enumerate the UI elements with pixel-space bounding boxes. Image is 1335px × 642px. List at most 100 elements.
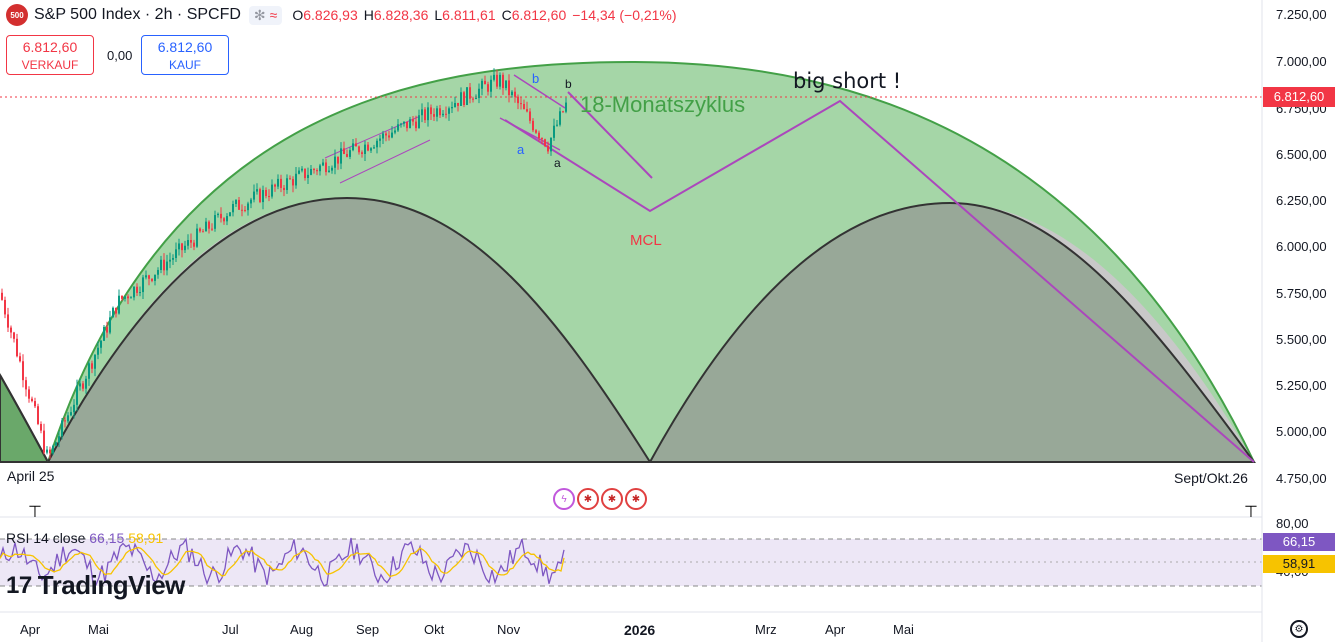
candle-body bbox=[502, 74, 504, 89]
us-flag-icon[interactable]: ✱ bbox=[601, 488, 623, 510]
symbol-title[interactable]: S&P 500 Index · 2h · SPCFD bbox=[34, 6, 241, 23]
y-tick: 5.000,00 bbox=[1276, 424, 1327, 439]
small-cycle-arc-1 bbox=[46, 196, 652, 463]
candle-body bbox=[244, 209, 246, 211]
approx-icon[interactable]: ≈ bbox=[269, 6, 278, 23]
x-tick: Aug bbox=[290, 622, 314, 637]
candle-body bbox=[184, 245, 186, 251]
candle-body bbox=[253, 191, 255, 200]
candle-body bbox=[67, 415, 69, 422]
rsi-value-tag: 66,15 bbox=[1263, 533, 1335, 551]
candle-body bbox=[553, 125, 555, 138]
candle-body bbox=[4, 299, 6, 315]
candle-body bbox=[268, 196, 270, 198]
candle-body bbox=[532, 120, 534, 131]
candle-body bbox=[283, 187, 285, 191]
candle-body bbox=[112, 307, 114, 318]
y-tick: 6.500,00 bbox=[1276, 147, 1327, 162]
rsi-ma-value-tag: 58,91 bbox=[1263, 555, 1335, 573]
mcl-label[interactable]: MCL bbox=[630, 232, 662, 249]
candle-body bbox=[178, 243, 180, 250]
candle-body bbox=[325, 162, 327, 173]
candle-body bbox=[52, 445, 54, 454]
candle-body bbox=[472, 98, 474, 100]
price-axis[interactable]: 7.250,00 7.000,00 6.750,00 6.500,00 6.25… bbox=[1262, 0, 1335, 612]
buy-button[interactable]: 6.812,60 KAUF bbox=[141, 35, 229, 75]
lightning-flag-icon[interactable]: ϟ bbox=[553, 488, 575, 510]
candle-body bbox=[301, 168, 303, 171]
sept-label[interactable]: Sept/Okt.26 bbox=[1174, 470, 1248, 486]
candle-body bbox=[175, 249, 177, 258]
rsi-legend[interactable]: RSI 14 close 66,15 58,91 bbox=[6, 530, 163, 546]
candle-body bbox=[352, 143, 354, 151]
candle-body bbox=[370, 148, 372, 151]
candle-body bbox=[475, 98, 477, 100]
candle-body bbox=[556, 124, 558, 126]
y-tick: 7.000,00 bbox=[1276, 54, 1327, 69]
economic-events[interactable]: ϟ ✱ ✱ ✱ bbox=[553, 488, 649, 510]
candle-body bbox=[214, 215, 216, 229]
candle-body bbox=[550, 137, 552, 152]
candle-body bbox=[433, 114, 435, 117]
y-tick: 5.250,00 bbox=[1276, 378, 1327, 393]
candle-body bbox=[148, 275, 150, 279]
us-flag-icon[interactable]: ✱ bbox=[625, 488, 647, 510]
pane-collapse-icon-right[interactable]: ⊤ bbox=[1244, 504, 1258, 521]
candles bbox=[1, 68, 567, 459]
candle-body bbox=[415, 121, 417, 129]
candle-body bbox=[538, 132, 540, 139]
candle-body bbox=[478, 88, 480, 99]
candle-body bbox=[34, 401, 36, 407]
candle-body bbox=[136, 286, 138, 293]
candle-body bbox=[412, 119, 414, 122]
candle-body bbox=[496, 74, 498, 87]
candle-body bbox=[310, 168, 312, 175]
wave-a-black-label[interactable]: a bbox=[554, 156, 561, 170]
candle-body bbox=[337, 156, 339, 164]
us-flag-icon[interactable]: ✱ bbox=[577, 488, 599, 510]
cycle-label[interactable]: 18-Monatszyklus bbox=[580, 92, 746, 117]
indicator-pill[interactable]: ✻ ≈ bbox=[248, 5, 283, 25]
candle-body bbox=[133, 286, 135, 298]
tradingview-logo[interactable]: 17 TradingView bbox=[6, 570, 185, 601]
sell-button[interactable]: 6.812,60 VERKAUF bbox=[6, 35, 94, 75]
candle-body bbox=[484, 80, 486, 85]
y-tick: 7.250,00 bbox=[1276, 7, 1327, 22]
index-logo-icon[interactable]: 500 bbox=[6, 4, 28, 26]
small-cycle-arc-2 bbox=[648, 201, 1256, 463]
asterisk-icon[interactable]: ✻ bbox=[253, 6, 266, 23]
projection-path bbox=[504, 99, 1255, 463]
candle-body bbox=[238, 199, 240, 210]
candle-body bbox=[418, 115, 420, 129]
x-tick: Mrz bbox=[755, 622, 777, 637]
candle-body bbox=[139, 292, 141, 294]
big-short-label[interactable]: big short ! bbox=[793, 69, 902, 93]
candle-body bbox=[406, 121, 408, 129]
candle-body bbox=[22, 361, 24, 381]
candle-body bbox=[394, 130, 396, 133]
candle-body bbox=[94, 354, 96, 369]
wave-a-blue-label[interactable]: a bbox=[517, 142, 525, 157]
candle-body bbox=[16, 338, 18, 357]
candle-body bbox=[223, 218, 225, 222]
candle-body bbox=[262, 190, 264, 203]
candle-body bbox=[82, 383, 84, 389]
wave-b-blue-label[interactable]: b bbox=[532, 71, 540, 86]
candle-body bbox=[31, 398, 33, 402]
candle-body bbox=[118, 295, 120, 314]
candle-body bbox=[211, 228, 213, 230]
april-label[interactable]: April 25 bbox=[7, 468, 55, 484]
wave-b-black-label[interactable]: b bbox=[565, 77, 572, 91]
candle-body bbox=[85, 378, 87, 389]
candle-body bbox=[28, 389, 30, 399]
candle-body bbox=[388, 135, 390, 138]
candle-body bbox=[385, 133, 387, 136]
candle-body bbox=[88, 363, 90, 379]
pane-collapse-icon-left[interactable]: ⊤ bbox=[28, 504, 42, 521]
settings-gear-icon[interactable]: ⚙ bbox=[1290, 620, 1308, 638]
candle-body bbox=[511, 91, 513, 96]
y-tick: 5.500,00 bbox=[1276, 332, 1327, 347]
candle-body bbox=[280, 178, 282, 188]
candle-body bbox=[37, 406, 39, 424]
